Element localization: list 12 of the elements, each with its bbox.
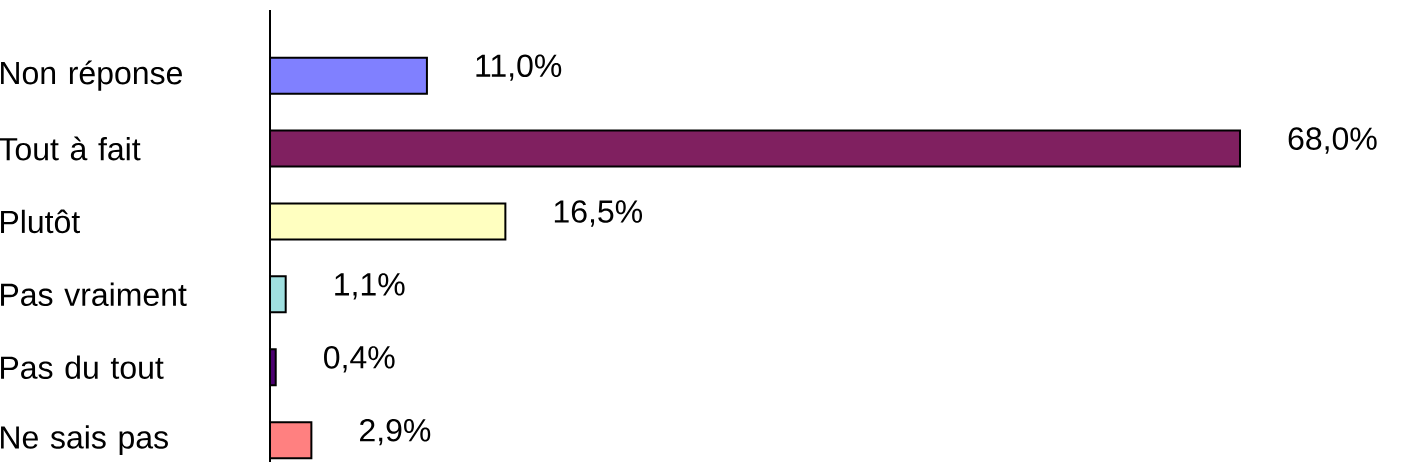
- data-label: 0,4%: [324, 346, 395, 373]
- data-label: 68,0%: [1288, 127, 1377, 154]
- data-label: 16,5%: [554, 200, 643, 227]
- y-tick-label: Non réponse: [1, 60, 182, 91]
- data-label: 11,0%: [476, 54, 562, 81]
- y-tick-label: Ne sais pas: [1, 425, 168, 456]
- data-label: 1,1%: [335, 273, 405, 300]
- data-label: 2,9%: [360, 418, 431, 446]
- y-tick-label: Pas du tout: [1, 355, 164, 379]
- y-tick-label: Tout à fait: [0, 136, 141, 161]
- y-tick-label: Pas vraiment: [1, 282, 187, 307]
- y-tick-label: Plutôt: [1, 209, 80, 234]
